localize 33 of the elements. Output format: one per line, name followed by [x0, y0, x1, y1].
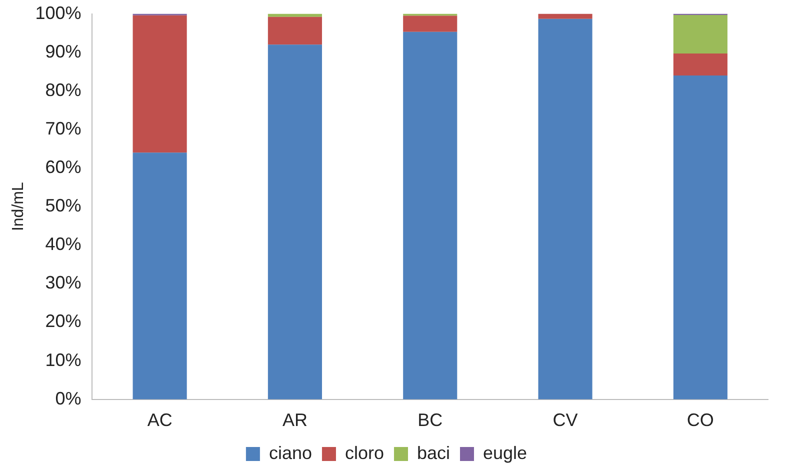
legend-label: cloro — [344, 442, 384, 463]
y-tick-label: 20% — [45, 311, 82, 332]
bar — [132, 15, 187, 153]
bar — [673, 14, 728, 54]
y-axis-title: Ind/mL — [10, 182, 28, 232]
bar — [268, 14, 322, 17]
legend-label: ciano — [268, 442, 312, 463]
bar — [673, 54, 728, 76]
y-tick-label: 30% — [45, 272, 82, 293]
bar — [403, 16, 458, 32]
x-tick-label: CO — [686, 410, 714, 430]
y-tick-label: 40% — [45, 234, 82, 254]
y-tick-label: 10% — [45, 350, 82, 370]
bar — [403, 32, 458, 400]
y-tick-label: 70% — [45, 118, 82, 138]
bar — [538, 18, 592, 400]
legend-label: eugle — [483, 442, 528, 463]
y-tick-label: 80% — [45, 80, 82, 100]
x-tick-label: CV — [552, 410, 578, 430]
y-tick-label: 100% — [35, 2, 82, 23]
legend-label: baci — [416, 442, 450, 463]
x-tick-label: AC — [147, 410, 172, 430]
y-tick-label: 90% — [45, 41, 82, 62]
bar — [673, 75, 728, 400]
y-tick-label: 0% — [55, 388, 82, 408]
x-tick-label: BC — [418, 410, 443, 430]
bar — [132, 152, 187, 400]
x-tick-label: AR — [282, 410, 308, 430]
bar — [268, 16, 322, 45]
bar — [268, 44, 322, 400]
y-tick-label: 60% — [45, 157, 82, 178]
y-tick-label: 50% — [45, 196, 82, 216]
bar — [538, 14, 592, 19]
